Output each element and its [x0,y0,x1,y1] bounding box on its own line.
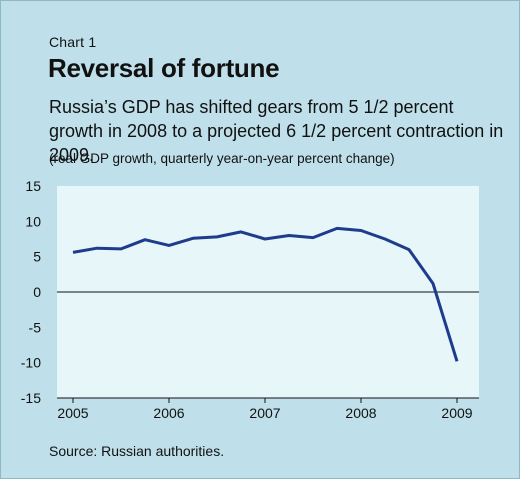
x-axis: 2005 2006 2007 2008 2009 [57,397,479,421]
y-axis: 15 10 5 0 -5 -10 -15 [21,178,41,406]
y-tick-label: 0 [33,284,41,300]
y-tick-label: 5 [33,249,41,265]
gdp-growth-line [72,226,459,362]
chart-subtitle: Russia’s GDP has shifted gears from 5 1/… [49,97,504,165]
chart-title: Reversal of fortune [48,53,280,83]
x-tick-label: 2005 [57,405,88,421]
chart-units-note: (real GDP growth, quarterly year-on-year… [49,151,395,166]
y-tick-label: 10 [25,213,41,229]
x-tick-label: 2008 [345,405,376,421]
source-note: Source: Russian authorities. [49,443,225,459]
y-tick-label: 15 [25,178,41,194]
x-tick-label: 2006 [153,405,184,421]
x-tick-label: 2009 [441,405,472,421]
x-tick-label: 2007 [249,405,280,421]
y-tick-label: -5 [29,319,42,335]
y-tick-label: -15 [21,390,41,406]
y-tick-label: -10 [21,355,41,371]
chart-number: Chart 1 [49,34,97,50]
gdp-growth-chart: 15 10 5 0 -5 -10 -15 2005 2006 2007 2008 2009 [21,178,479,421]
